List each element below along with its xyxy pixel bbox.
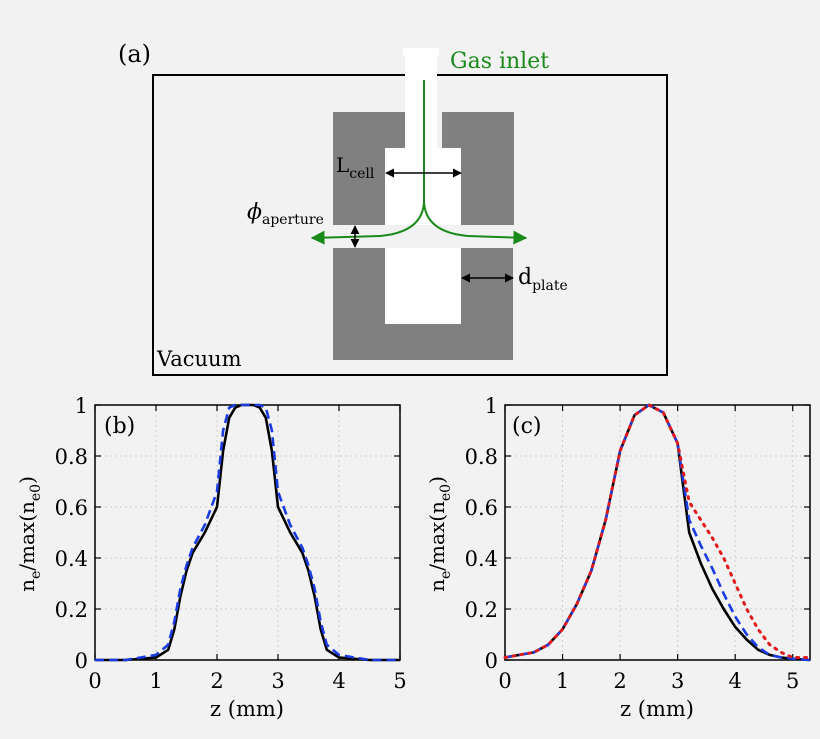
gas-inlet-label: Gas inlet — [450, 49, 549, 74]
chart-b-grid — [94, 404, 401, 661]
chart-c-ytick-label: 0.4 — [465, 547, 498, 571]
d-plate-label: dplate — [518, 265, 568, 294]
chart-c-series-dashed — [504, 403, 811, 662]
gas-cell-cavities — [385, 48, 461, 324]
chart-c-xtick-label: 3 — [671, 669, 684, 693]
chart-b-series — [95, 403, 400, 662]
chart-c-ylabel-end: ) — [425, 476, 449, 484]
chart-c-series-dotted — [503, 403, 812, 659]
lower-cavity — [385, 248, 461, 324]
chart-b-xtick-label: 0 — [88, 669, 101, 693]
chart-c-ylabel-mid: /max(n — [425, 501, 449, 571]
chart-c-ytick-label: 0.2 — [465, 598, 498, 622]
inlet-cap — [403, 48, 439, 56]
chart-b-ylabel-mid: /max(n — [15, 501, 39, 571]
panel-a-label: (a) — [118, 40, 151, 68]
chart-b-xtick-label: 1 — [149, 669, 162, 693]
chart-c-ytick-label: 0 — [485, 649, 498, 673]
chart-b-xtick-label: 3 — [271, 669, 284, 693]
chart-c-ytick-label: 0.8 — [465, 445, 498, 469]
chart-b-ticks: 0 1 2 3 4 5 0 0.2 0.4 0.6 0.8 1 — [55, 394, 407, 693]
flow-right — [423, 199, 528, 245]
l-cell-sub: cell — [349, 166, 375, 182]
chart-b: 0 1 2 3 4 5 0 0.2 0.4 0.6 0.8 1 (b) z (mm) ne/max(n… — [15, 394, 407, 721]
chart-b-ytick-label: 0.6 — [55, 496, 88, 520]
inlet-tube — [405, 55, 437, 148]
chart-c-ytick-label: 0.6 — [465, 496, 498, 520]
chart-b-ytick-label: 0.8 — [55, 445, 88, 469]
chart-b-ylabel-sub1: e — [28, 571, 44, 579]
chart-c-ylabel: ne/max(ne0) — [425, 476, 454, 592]
gas-flow-lines — [310, 80, 528, 245]
chart-c-ticks: 0 1 2 3 4 5 0 0.2 0.4 0.6 0.8 1 — [465, 394, 810, 693]
l-cell-main: L — [336, 153, 349, 177]
chart-b-ylabel-main: n — [15, 579, 39, 592]
chart-b-ylabel: ne/max(ne0) — [15, 476, 44, 592]
chart-c-frame — [504, 404, 811, 661]
chart-b-series-solid — [95, 403, 400, 662]
chart-b-ytick-label: 1 — [75, 394, 88, 418]
chart-b-xlabel: z (mm) — [210, 697, 284, 721]
chart-c-grid — [504, 404, 810, 661]
chart-c-ylabel-main: n — [425, 579, 449, 592]
chart-b-frame — [94, 404, 401, 661]
chart-b-ytick-label: 0.4 — [55, 547, 88, 571]
chart-c-xtick-label: 5 — [786, 669, 799, 693]
chart-c-ytick-label: 1 — [485, 394, 498, 418]
chart-c-xlabel: z (mm) — [620, 697, 694, 721]
chart-c-xtick-label: 1 — [556, 669, 569, 693]
chart-c-series — [503, 403, 812, 662]
chart-b-ylabel-sub2: e0 — [28, 484, 44, 501]
vacuum-label: Vacuum — [156, 347, 242, 371]
panel-a: (a) Gas inlet Lcell ϕaperture dplate — [118, 40, 668, 376]
chart-c-panel-label: (c) — [512, 414, 542, 439]
d-plate-sub: plate — [532, 278, 568, 294]
phi-symbol: ϕ — [247, 200, 262, 225]
chart-b-xtick-label: 4 — [332, 669, 345, 693]
phi-sub: aperture — [262, 212, 324, 228]
chart-c-ylabel-sub2: e0 — [438, 484, 454, 501]
chart-b-ylabel-end: ) — [15, 476, 39, 484]
chart-b-panel-label: (b) — [104, 414, 135, 439]
chart-c: 0 1 2 3 4 5 0 0.2 0.4 0.6 0.8 1 (c) z (mm) ne/max(n… — [425, 394, 812, 721]
chart-b-ytick-label: 0.2 — [55, 598, 88, 622]
d-plate-main: d — [518, 265, 532, 290]
chart-c-xtick-label: 4 — [729, 669, 742, 693]
chart-c-xtick-label: 2 — [613, 669, 626, 693]
chart-b-xtick-label: 5 — [393, 669, 406, 693]
chart-c-ylabel-sub1: e — [438, 571, 454, 579]
chart-c-xtick-label: 0 — [498, 669, 511, 693]
chart-b-xtick-label: 2 — [210, 669, 223, 693]
l-cell-label: Lcell — [336, 153, 375, 182]
chart-c-series-solid — [504, 403, 811, 662]
chart-b-ytick-label: 0 — [75, 649, 88, 673]
chart-b-series-dashed — [95, 403, 400, 662]
phi-aperture-label: ϕaperture — [247, 200, 324, 228]
